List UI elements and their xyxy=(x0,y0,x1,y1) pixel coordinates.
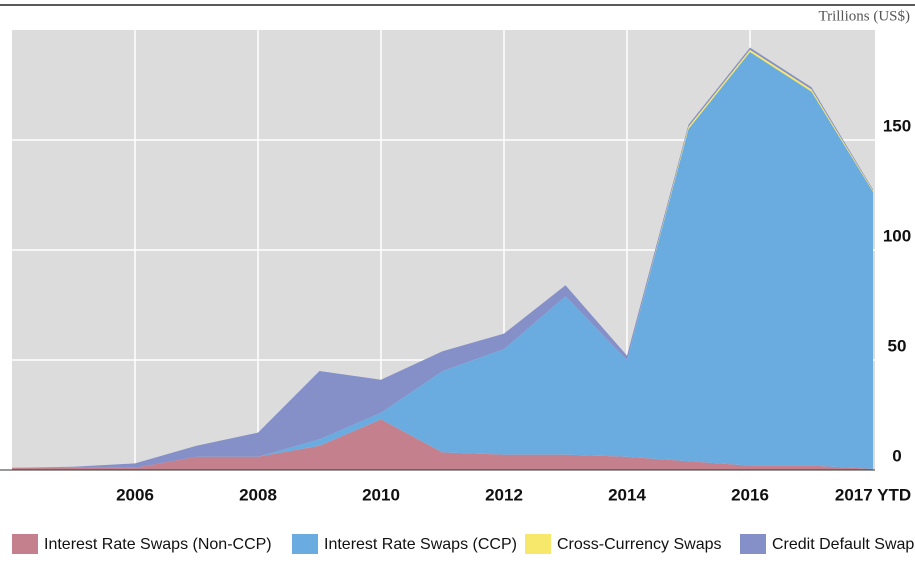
legend-label: Credit Default Swaps xyxy=(772,536,915,553)
x-tick-label: 2017 YTD xyxy=(835,485,911,504)
x-tick-label: 2008 xyxy=(239,485,277,504)
x-tick-label: 2014 xyxy=(608,485,646,504)
y-tick-label: 0 xyxy=(892,446,901,465)
legend-swatch xyxy=(740,534,766,554)
y-tick-label: 150 xyxy=(883,116,911,135)
legend-label: Interest Rate Swaps (CCP) xyxy=(324,536,517,553)
area xyxy=(12,419,873,470)
x-tick-label: 2010 xyxy=(362,485,400,504)
x-tick-label: 2016 xyxy=(731,485,769,504)
y-tick-label: 50 xyxy=(888,336,907,355)
x-tick-label: 2006 xyxy=(116,485,154,504)
area xyxy=(12,52,873,469)
y-tick-label: 100 xyxy=(883,226,911,245)
legend-label: Cross-Currency Swaps xyxy=(557,536,721,553)
x-tick-label: 2012 xyxy=(485,485,523,504)
legend-swatch xyxy=(525,534,551,554)
axis-label: Trillions (US$) xyxy=(818,8,910,24)
legend-swatch xyxy=(292,534,318,554)
legend-label: Interest Rate Swaps (Non-CCP) xyxy=(44,536,272,553)
legend-swatch xyxy=(12,534,38,554)
